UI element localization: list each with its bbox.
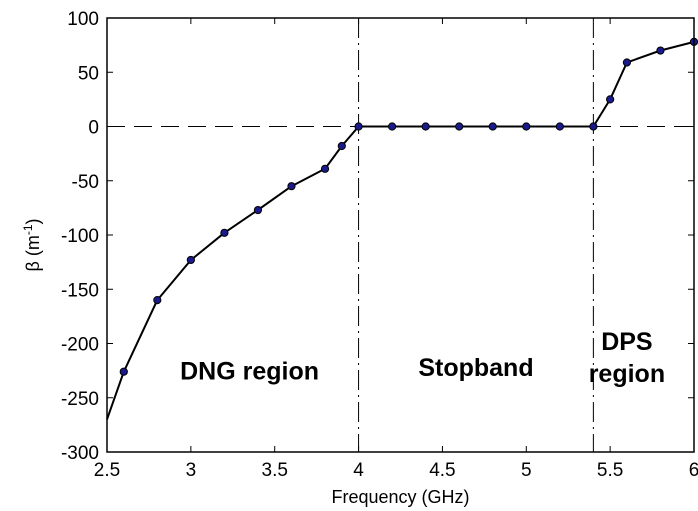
x-tick-label: 3.5 bbox=[262, 460, 288, 481]
data-point bbox=[421, 122, 430, 131]
x-tick-label: 5.5 bbox=[597, 460, 623, 481]
data-point bbox=[455, 122, 464, 131]
y-tick-label: -250 bbox=[61, 389, 99, 410]
data-point bbox=[555, 122, 564, 131]
y-tick-label: -100 bbox=[61, 226, 99, 247]
x-tick-label: 4 bbox=[353, 460, 364, 481]
region-label-2: region bbox=[589, 360, 665, 388]
data-point bbox=[287, 182, 296, 191]
data-point bbox=[220, 228, 229, 237]
y-tick-label: 0 bbox=[88, 118, 99, 139]
x-tick-label: 6 bbox=[689, 460, 698, 481]
y-axis-title-main: β (m bbox=[23, 235, 43, 271]
y-tick-label: -150 bbox=[61, 280, 99, 301]
data-point bbox=[186, 255, 195, 265]
x-tick-label: 4.5 bbox=[429, 460, 455, 481]
y-tick-label: -300 bbox=[61, 443, 99, 464]
data-point bbox=[589, 122, 598, 131]
data-point bbox=[320, 164, 330, 173]
region-annotations: DNG region Stopband DPS region bbox=[180, 328, 665, 388]
data-series bbox=[106, 37, 698, 420]
x-axis-title: Frequency (GHz) bbox=[331, 487, 469, 507]
data-point bbox=[253, 205, 263, 215]
region-label-0: DNG region bbox=[180, 357, 319, 385]
data-point bbox=[119, 367, 128, 376]
y-tick-label: -50 bbox=[72, 172, 99, 193]
data-point bbox=[488, 122, 497, 131]
region-label-2: DPS bbox=[601, 328, 652, 356]
data-point bbox=[522, 122, 531, 131]
data-point bbox=[622, 58, 632, 67]
data-point bbox=[388, 122, 397, 131]
y-axis-title: β (m-1) bbox=[21, 218, 43, 271]
x-tick-label: 3 bbox=[186, 460, 197, 481]
y-axis-ticks: 100 50 0 -50 -100 -150 -200 -250 -300 bbox=[61, 9, 694, 464]
y-tick-label: -200 bbox=[61, 335, 99, 356]
y-tick-label: 100 bbox=[67, 9, 99, 30]
y-axis-title-superscript: -1 bbox=[21, 224, 35, 235]
x-axis-ticks: 2.5 3 3.5 4 4.5 5 5.5 6 bbox=[94, 18, 698, 481]
y-tick-label: 50 bbox=[78, 63, 99, 84]
x-tick-label: 5 bbox=[521, 460, 532, 481]
region-label-1: Stopband bbox=[418, 354, 533, 382]
data-point bbox=[337, 141, 346, 151]
data-point bbox=[354, 122, 363, 131]
data-point bbox=[656, 46, 665, 55]
data-point bbox=[606, 95, 615, 104]
x-tick-label: 2.5 bbox=[94, 460, 120, 481]
y-axis-title-close: ) bbox=[23, 218, 43, 224]
data-point bbox=[153, 296, 162, 305]
